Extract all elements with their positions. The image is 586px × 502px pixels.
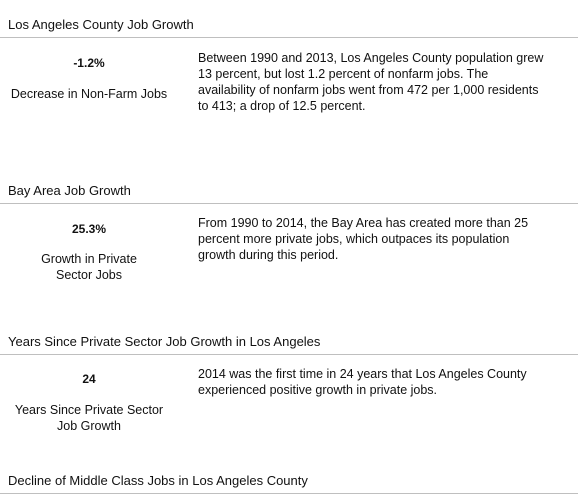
stat-value: -1.2% [73, 56, 105, 70]
private-sector-years-section: Years Since Private Sector Job Growth in… [0, 334, 578, 434]
la-job-growth-section: Los Angeles County Job Growth -1.2% Decr… [0, 0, 586, 150]
bay-area-job-growth-section: Bay Area Job Growth 25.3% Growth in Priv… [0, 183, 578, 283]
section-title: Decline of Middle Class Jobs in Los Ange… [8, 473, 308, 488]
stat-value: 25.3% [71, 222, 107, 236]
section-description: From 1990 to 2014, the Bay Area has crea… [198, 216, 529, 262]
stat-block: -1.2% Decrease in Non-Farm Jobs [0, 56, 178, 102]
stat-label: Years Since Private Sector Job Growth [14, 403, 164, 433]
stat-block: 24 Years Since Private Sector Job Growth [0, 372, 178, 434]
section-divider [0, 37, 578, 38]
section-description: Between 1990 and 2013, Los Angeles Count… [198, 51, 544, 113]
stat-label: Growth in Private Sector Jobs [41, 252, 137, 282]
stat-value: 24 [82, 372, 96, 386]
section-divider [0, 493, 578, 494]
section-title: Los Angeles County Job Growth [8, 17, 194, 32]
section-title: Bay Area Job Growth [8, 183, 131, 198]
section-divider [0, 203, 578, 204]
section-description: 2014 was the first time in 24 years that… [198, 367, 527, 397]
stat-label: Decrease in Non-Farm Jobs [10, 87, 168, 101]
stat-block: 25.3% Growth in Private Sector Jobs [0, 222, 178, 283]
section-title: Years Since Private Sector Job Growth in… [8, 334, 321, 349]
section-divider [0, 354, 578, 355]
